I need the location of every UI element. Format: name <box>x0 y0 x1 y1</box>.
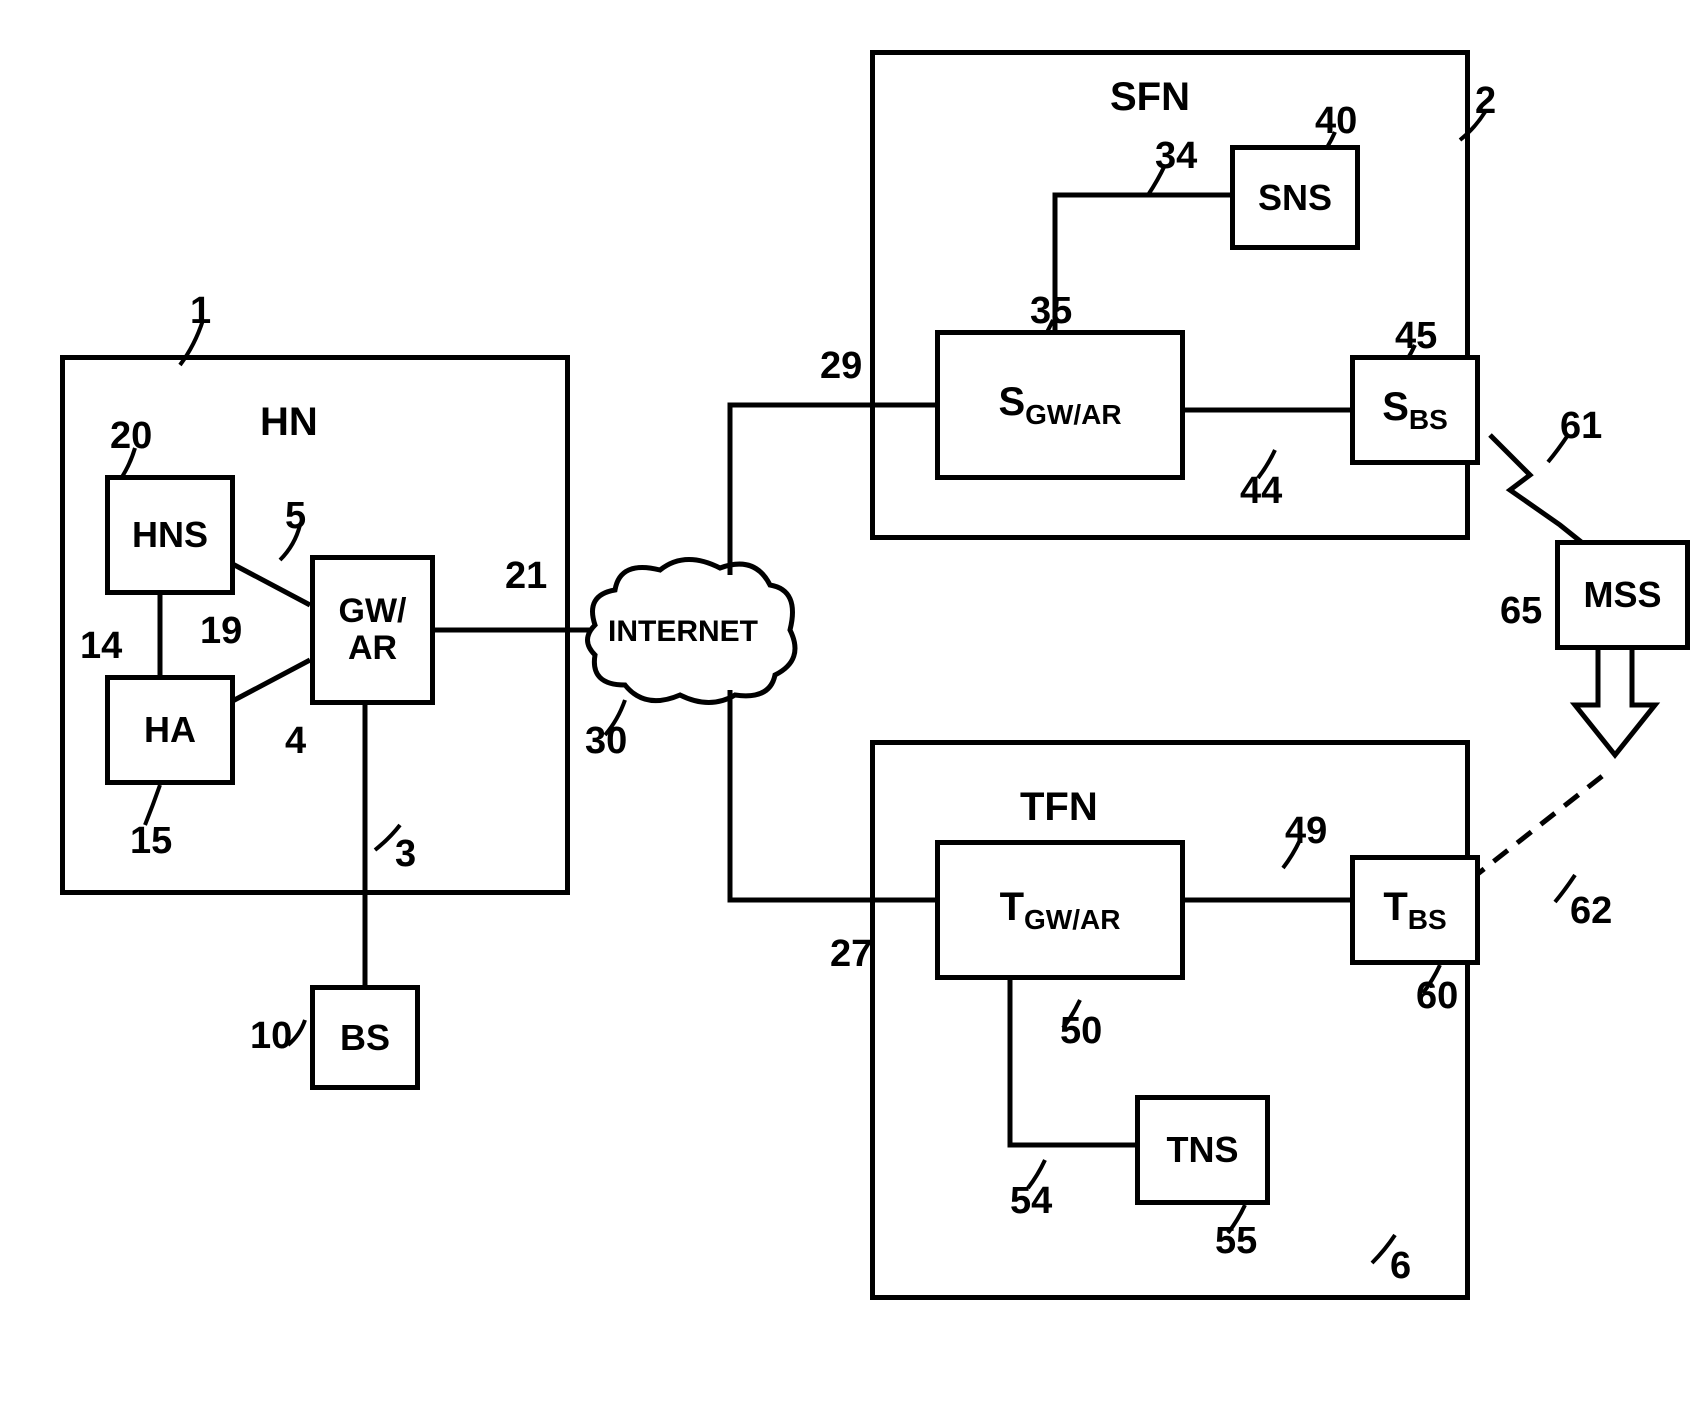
sgwar-box: SGW/AR <box>935 330 1185 480</box>
tgwar-box: TGW/AR <box>935 840 1185 980</box>
sbs-box: SBS <box>1350 355 1480 465</box>
ref-34: 34 <box>1155 135 1197 178</box>
tfn-title: TFN <box>1020 785 1098 830</box>
tns-label: TNS <box>1167 1129 1239 1171</box>
ref-4: 4 <box>285 720 306 763</box>
ha-label: HA <box>144 709 196 751</box>
tns-box: TNS <box>1135 1095 1270 1205</box>
internet-label: INTERNET <box>608 615 758 649</box>
ref-49: 49 <box>1285 810 1327 853</box>
hns-box: HNS <box>105 475 235 595</box>
tbs-label: TBS <box>1383 885 1446 936</box>
hn-title: HN <box>260 400 318 445</box>
ref-2: 2 <box>1475 80 1496 123</box>
ref-45: 45 <box>1395 315 1437 358</box>
gwar-box: GW/AR <box>310 555 435 705</box>
ref-5: 5 <box>285 495 306 538</box>
diagram-canvas: HN HNS HA GW/AR BS INTERNET SFN SNS SGW/… <box>0 0 1704 1407</box>
sns-box: SNS <box>1230 145 1360 250</box>
ref-50: 50 <box>1060 1010 1102 1053</box>
sbs-label: SBS <box>1382 385 1448 436</box>
ref-44: 44 <box>1240 470 1282 513</box>
mss-box: MSS <box>1555 540 1690 650</box>
tgwar-label: TGW/AR <box>1000 885 1121 936</box>
ref-19: 19 <box>200 610 242 653</box>
tbs-box: TBS <box>1350 855 1480 965</box>
ref-60: 60 <box>1416 975 1458 1018</box>
gwar-label: GW/AR <box>339 593 407 668</box>
bs-box: BS <box>310 985 420 1090</box>
ref-3: 3 <box>395 833 416 876</box>
sgwar-label: SGW/AR <box>998 380 1121 431</box>
ref-40: 40 <box>1315 100 1357 143</box>
ref-61: 61 <box>1560 405 1602 448</box>
ref-14: 14 <box>80 625 122 668</box>
ref-21: 21 <box>505 555 547 598</box>
ref-62: 62 <box>1570 890 1612 933</box>
ref-55: 55 <box>1215 1220 1257 1263</box>
ref-65: 65 <box>1500 590 1542 633</box>
ref-20: 20 <box>110 415 152 458</box>
ref-30: 30 <box>585 720 627 763</box>
bs-label: BS <box>340 1017 390 1059</box>
ref-10: 10 <box>250 1015 292 1058</box>
hns-label: HNS <box>132 514 208 556</box>
ref-6: 6 <box>1390 1245 1411 1288</box>
ref-35: 35 <box>1030 290 1072 333</box>
sfn-title: SFN <box>1110 75 1190 120</box>
ha-box: HA <box>105 675 235 785</box>
ref-1: 1 <box>190 290 211 333</box>
sns-label: SNS <box>1258 177 1332 219</box>
ref-29: 29 <box>820 345 862 388</box>
ref-15: 15 <box>130 820 172 863</box>
mss-label: MSS <box>1583 574 1661 616</box>
ref-54: 54 <box>1010 1180 1052 1223</box>
tfn-container <box>870 740 1470 1300</box>
ref-27: 27 <box>830 933 872 976</box>
